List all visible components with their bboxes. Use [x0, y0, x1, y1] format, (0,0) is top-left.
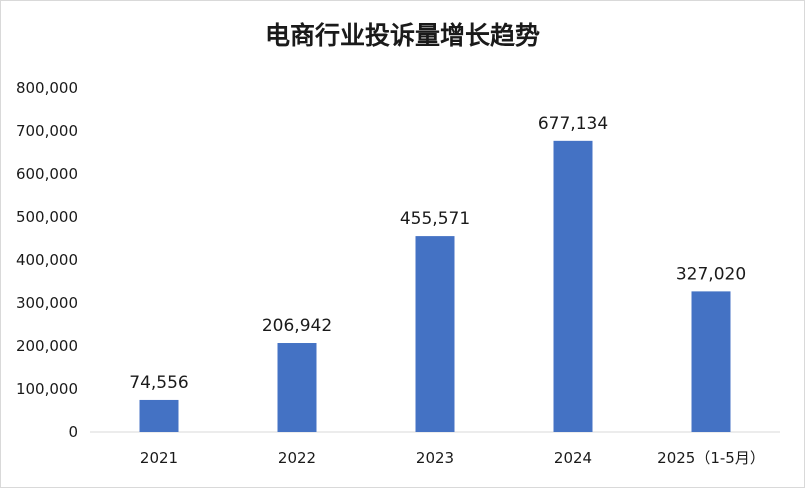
y-tick-label: 700,000 — [16, 122, 78, 140]
y-tick-label: 300,000 — [16, 294, 78, 312]
y-tick-label: 400,000 — [16, 251, 78, 269]
y-tick-label: 500,000 — [16, 208, 78, 226]
x-axis: 2021 2022 2023 2024 2025（1-5月） — [140, 449, 765, 467]
data-label: 206,942 — [262, 316, 332, 336]
y-tick-label: 0 — [68, 423, 78, 441]
y-axis: 0 100,000 200,000 300,000 400,000 500,000 600,… — [16, 79, 78, 441]
data-label: 327,020 — [676, 264, 746, 284]
data-label: 677,134 — [538, 114, 608, 134]
x-tick-label: 2022 — [278, 449, 316, 467]
data-label: 455,571 — [400, 209, 470, 229]
bar — [415, 236, 455, 432]
bar — [691, 291, 731, 432]
y-tick-label: 100,000 — [16, 380, 78, 398]
chart-title: 电商行业投诉量增长趋势 — [264, 21, 540, 50]
x-tick-label: 2025（1-5月） — [657, 449, 765, 467]
bar — [139, 399, 179, 432]
bar — [277, 343, 317, 432]
data-label: 74,556 — [129, 373, 188, 393]
x-tick-label: 2023 — [416, 449, 454, 467]
x-tick-label: 2021 — [140, 449, 178, 467]
x-tick-label: 2024 — [554, 449, 592, 467]
bar — [553, 140, 593, 432]
bars: 74,556 206,942 455,571 677,134 327,020 — [129, 114, 746, 432]
y-tick-label: 200,000 — [16, 337, 78, 355]
y-tick-label: 800,000 — [16, 79, 78, 97]
y-tick-label: 600,000 — [16, 165, 78, 183]
